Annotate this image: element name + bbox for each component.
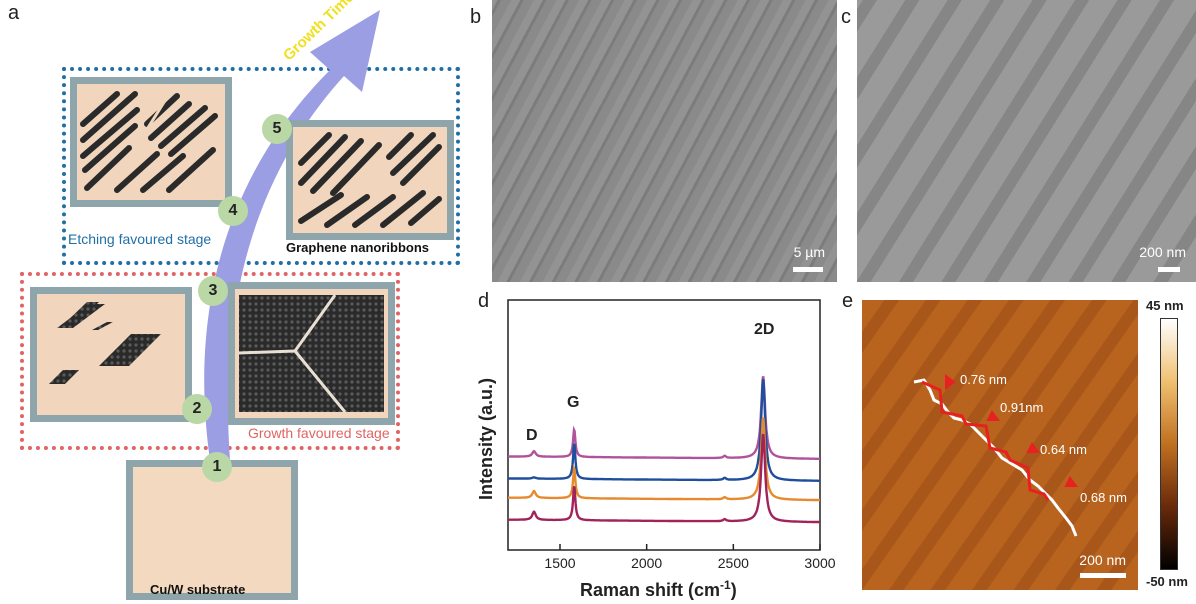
growth-stage-label: Growth favoured stage: [248, 425, 390, 441]
panel-label-e: e: [842, 290, 854, 312]
step-badge-5: 5: [262, 114, 292, 144]
afm-colorbar-min: -50 nm: [1146, 574, 1188, 589]
etching-tile: [70, 77, 232, 207]
raman-chart: 1500 2000 2500 3000 D G 2D Intensity (a.u.)…: [476, 299, 836, 600]
raman-xtick-label-1500: 1500: [544, 555, 575, 571]
step-badge-4: 4: [218, 196, 248, 226]
raman-xtick-label-2000: 2000: [631, 555, 662, 571]
step-badge-1: 1: [202, 452, 232, 482]
growth-time-arrow: [204, 10, 380, 460]
afm-colorbar: [1160, 318, 1178, 570]
afm-image: 0.76 nm 0.91nm 0.64 nm 0.68 nm 200 nm: [862, 300, 1138, 590]
panel-label-c: c: [841, 6, 851, 28]
raman-xlabel: Raman shift (cm-1): [580, 578, 737, 600]
afm-width-1: 0.76 nm: [960, 372, 1007, 387]
etching-stage-label: Etching favoured stage: [68, 231, 212, 247]
panel-label-d: d: [478, 290, 490, 312]
raman-peak-2D: 2D: [754, 321, 774, 338]
afm-scale-bar: [1080, 573, 1126, 578]
growth-islands-tile: [30, 287, 192, 422]
sem-c-scale-bar: [1158, 267, 1180, 272]
raman-series-line-1: [508, 375, 820, 461]
sem-b-scale-bar: [793, 267, 823, 272]
sem-image-b: 5 µm: [492, 0, 837, 282]
raman-series-line-2: [508, 378, 820, 483]
hex-islands-drawing: [49, 302, 161, 384]
panel-label-b: b: [470, 6, 482, 28]
merged-grains-drawing: [238, 294, 384, 413]
nanoribbons-tile: [286, 120, 454, 240]
afm-width-3: 0.64 nm: [1040, 442, 1087, 457]
substrate-label: Cu/W substrate: [150, 582, 246, 597]
step-badge-2: 2: [182, 394, 212, 424]
raman-xtick-label-2500: 2500: [718, 555, 749, 571]
etched-stripes-drawing: [80, 87, 218, 193]
raman-peak-G: G: [567, 394, 579, 411]
sem-c-scale-label: 200 nm: [1139, 244, 1186, 260]
sem-image-c: 200 nm: [857, 0, 1196, 282]
afm-profile-overlay: [913, 374, 1078, 537]
afm-width-2: 0.91nm: [1000, 400, 1044, 415]
panel-label-a: a: [8, 2, 20, 24]
raman-plot-frame: [507, 299, 821, 551]
sem-b-scale-label: 5 µm: [793, 244, 825, 260]
raman-series-line-3: [508, 417, 820, 502]
etching-stage-box: [62, 67, 460, 265]
raman-series-line-4: [508, 433, 820, 524]
afm-colorbar-max: 45 nm: [1146, 298, 1184, 313]
raman-peak-D: D: [526, 427, 538, 444]
step-badge-3: 3: [198, 276, 228, 306]
raman-ylabel: Intensity (a.u.): [476, 378, 496, 500]
afm-width-4: 0.68 nm: [1080, 490, 1127, 505]
growth-merged-tile: [228, 282, 395, 425]
raman-xtick-label-3000: 3000: [804, 555, 835, 571]
ribbons-drawing: [298, 132, 442, 228]
nanoribbons-label: Graphene nanoribbons: [286, 240, 430, 255]
afm-scale-label: 200 nm: [1079, 552, 1126, 568]
substrate-tile: [126, 460, 298, 600]
